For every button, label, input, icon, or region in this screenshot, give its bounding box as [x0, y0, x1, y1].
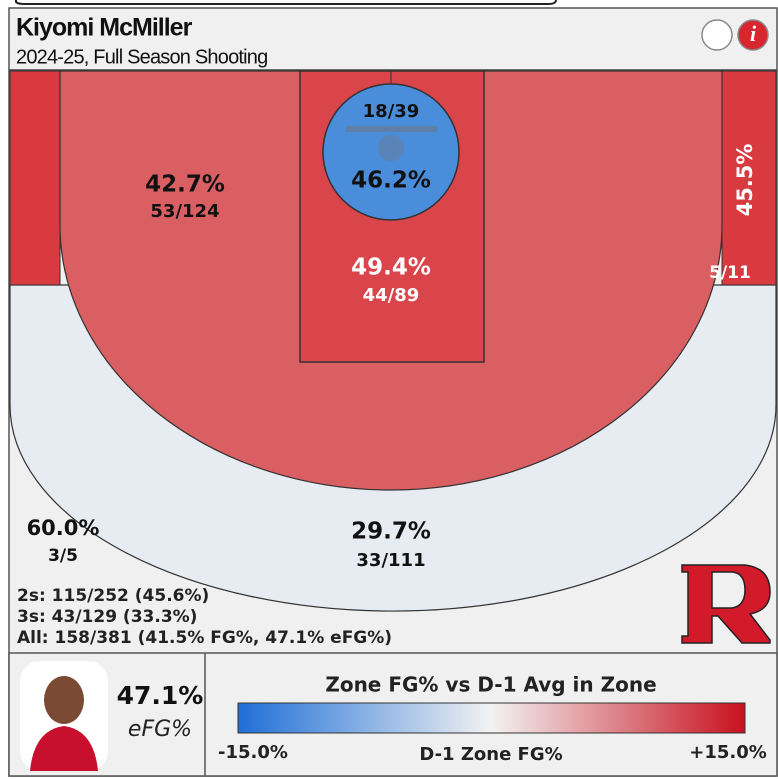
info-button[interactable]: [737, 19, 769, 51]
summary-line: 3s: 43/129 (33.3%): [17, 607, 197, 627]
zone-pct: 42.7%: [145, 172, 225, 198]
zone-pct: 49.4%: [351, 255, 431, 281]
zone-made-att: 33/111: [356, 550, 425, 571]
zone-made-att: 18/39: [363, 101, 420, 122]
zone-pct: 46.2%: [351, 168, 431, 194]
zone-pct: 45.5%: [733, 144, 757, 217]
legend-gradient: [237, 702, 746, 734]
zone-made-att: 5/11: [709, 263, 751, 283]
zone-made-att: 44/89: [363, 285, 420, 306]
info-icon: i: [750, 21, 757, 46]
summary-line: 2s: 115/252 (45.6%): [17, 586, 209, 606]
subtitle: 2024-25, Full Season Shooting: [16, 46, 267, 68]
legend-center-label: D-1 Zone FG%: [419, 744, 562, 765]
hoop: [378, 135, 404, 161]
right-corner-zone: [721, 70, 777, 286]
legend-min-label: -15.0%: [218, 742, 288, 763]
legend-max-label: +15.0%: [689, 742, 767, 763]
efg-value: 47.1%: [117, 681, 204, 710]
player-jersey: [30, 726, 98, 771]
zone-pct: 29.7%: [351, 519, 431, 545]
summary-line: All: 158/381 (41.5% FG%, 47.1% eFG%): [17, 628, 392, 648]
team-logo: [681, 564, 771, 644]
zone-pct: 60.0%: [27, 516, 100, 540]
legend-title: Zone FG% vs D-1 Avg in Zone: [325, 673, 656, 697]
efg-label: eFG%: [128, 717, 192, 742]
left-corner-zone: [9, 70, 61, 286]
player-name: Kiyomi McMiller: [16, 14, 193, 42]
zone-made-att: 3/5: [48, 546, 78, 566]
toggle-button[interactable]: [701, 19, 733, 51]
player-photo: [44, 676, 84, 724]
zone-made-att: 53/124: [150, 201, 219, 222]
top-tab: [15, 0, 557, 5]
